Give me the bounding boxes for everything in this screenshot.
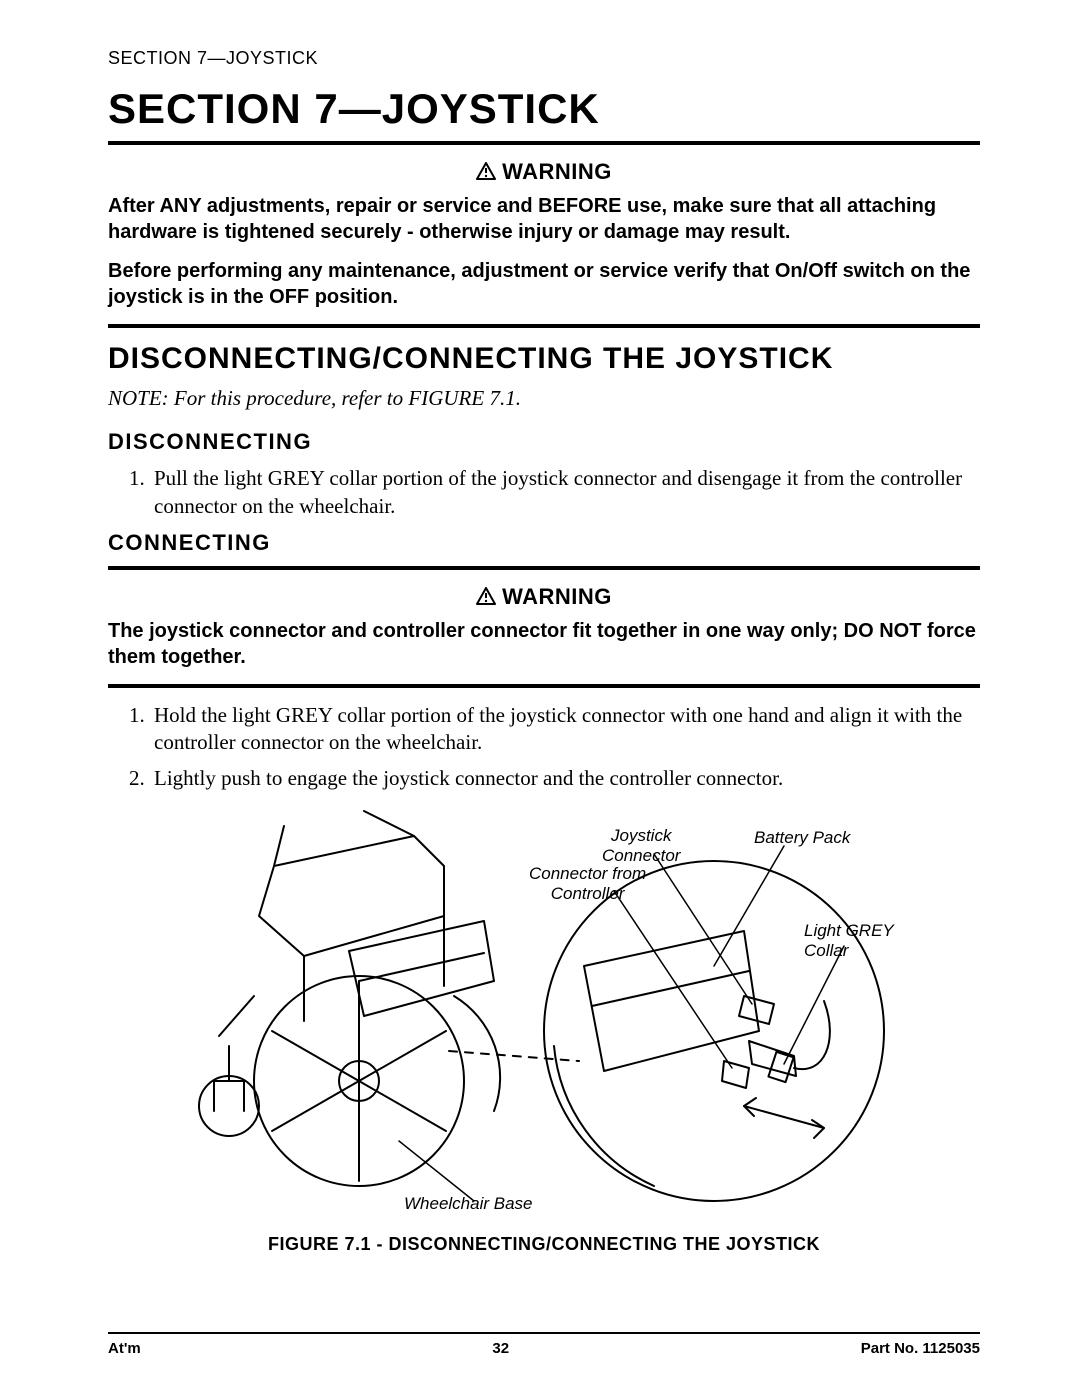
warning-2-top-rule <box>108 566 980 570</box>
figure-caption: FIGURE 7.1 - DISCONNECTING/CONNECTING TH… <box>108 1234 980 1255</box>
warning-triangle-icon <box>476 585 496 611</box>
callout-battery-pack: Battery Pack <box>754 828 850 848</box>
warning-1-bottom-rule <box>108 324 980 328</box>
disconnect-steps: Pull the light GREY collar portion of th… <box>108 465 980 520</box>
warning-header-2: WARNING <box>108 584 980 611</box>
warning-1-p2: Before performing any maintenance, adjus… <box>108 259 980 310</box>
section-title: SECTION 7—JOYSTICK <box>108 85 980 133</box>
warning-label-2: WARNING <box>502 584 612 609</box>
footer-part-number: Part No. 1125035 <box>861 1340 980 1357</box>
warning-label-1: WARNING <box>502 159 612 184</box>
footer-product: At'm <box>108 1340 141 1357</box>
section-rule <box>108 141 980 145</box>
callout-light-grey-collar: Light GREYCollar <box>804 921 894 960</box>
footer-page-number: 32 <box>492 1340 509 1357</box>
heading-disconnect-connect: DISCONNECTING/CONNECTING THE JOYSTICK <box>108 342 980 376</box>
warning-2-bottom-rule <box>108 684 980 688</box>
connect-step-2: Lightly push to engage the joystick conn… <box>150 765 980 792</box>
heading-connecting: CONNECTING <box>108 530 980 556</box>
callout-wheelchair-base: Wheelchair Base <box>404 1194 533 1214</box>
warning-triangle-icon <box>476 160 496 186</box>
warning-1-p1: After ANY adjustments, repair or service… <box>108 194 980 245</box>
warning-header-1: WARNING <box>108 159 980 186</box>
connect-steps: Hold the light GREY collar portion of th… <box>108 702 980 792</box>
callout-connector-controller: Connector fromController <box>529 864 646 903</box>
page-footer: At'm 32 Part No. 1125035 <box>108 1332 980 1357</box>
connect-step-1: Hold the light GREY collar portion of th… <box>150 702 980 757</box>
callout-joystick-connector: JoystickConnector <box>602 826 680 865</box>
footer-rule <box>108 1332 980 1334</box>
running-header: SECTION 7—JOYSTICK <box>108 48 980 69</box>
figure-7-1: JoystickConnector Battery Pack Connector… <box>184 806 904 1226</box>
warning-2-p1: The joystick connector and controller co… <box>108 619 980 670</box>
heading-disconnecting: DISCONNECTING <box>108 429 980 455</box>
note-figure-ref: NOTE: For this procedure, refer to FIGUR… <box>108 386 980 411</box>
disconnect-step-1: Pull the light GREY collar portion of th… <box>150 465 980 520</box>
